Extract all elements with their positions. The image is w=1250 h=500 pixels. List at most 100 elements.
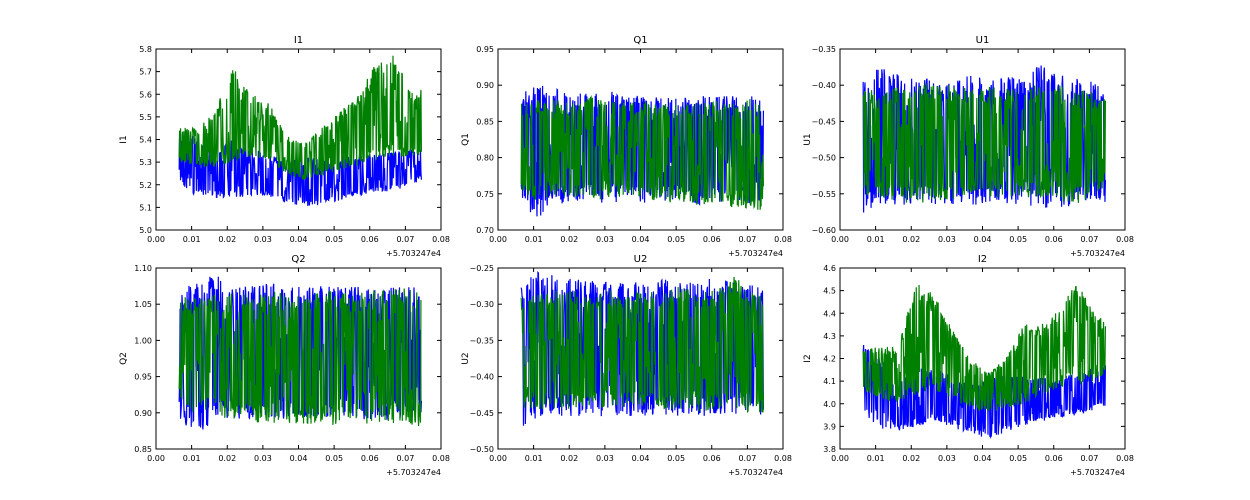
- x-offset-text: +5.703247e4: [1070, 468, 1125, 477]
- y-tick-label: −0.25: [469, 264, 494, 273]
- x-tick-label: 0.04: [290, 235, 308, 244]
- x-tick-label: 0.03: [938, 454, 956, 463]
- y-tick-label: 4.1: [823, 377, 836, 386]
- series-line-2: [862, 83, 1107, 203]
- y-tick-label: 3.8: [823, 445, 836, 454]
- y-tick-label: −0.45: [811, 117, 836, 126]
- x-tick-label: 0.05: [1009, 454, 1027, 463]
- x-offset-text: +5.703247e4: [386, 249, 441, 258]
- x-tick-label: 0.00: [147, 454, 165, 463]
- x-tick-label: 0.08: [432, 235, 450, 244]
- series-line-2: [862, 284, 1107, 411]
- x-tick-label: 0.07: [396, 235, 414, 244]
- y-axis-label: U2: [461, 352, 471, 364]
- x-tick-label: 0.08: [774, 454, 792, 463]
- x-tick-label: 0.05: [1009, 235, 1027, 244]
- x-offset-text: +5.703247e4: [728, 249, 783, 258]
- y-tick-label: 4.2: [823, 355, 836, 364]
- y-tick-label: 0.85: [476, 117, 494, 126]
- x-tick-label: 0.02: [902, 235, 920, 244]
- y-tick-label: 4.3: [823, 332, 836, 341]
- x-tick-label: 0.06: [1045, 454, 1063, 463]
- x-tick-label: 0.01: [525, 454, 543, 463]
- y-tick-label: 5.4: [139, 136, 152, 145]
- x-tick-label: 0.01: [183, 235, 201, 244]
- subplot-title: I1: [294, 35, 303, 46]
- x-tick-label: 0.03: [938, 235, 956, 244]
- x-tick-label: 0.02: [560, 454, 578, 463]
- series-line-1: [178, 130, 423, 206]
- y-tick-label: −0.35: [469, 336, 494, 345]
- subplot-q1: 0.00 0.01 0.02 0.03 0.04 0.05 0.06 0.07 0.08 0.70…: [461, 35, 792, 258]
- y-tick-label: 4.6: [823, 264, 836, 273]
- x-tick-label: 0.00: [147, 235, 165, 244]
- y-axis-label: U1: [803, 133, 813, 145]
- x-tick-label: 0.06: [703, 454, 721, 463]
- x-tick-label: 0.07: [1080, 235, 1098, 244]
- x-tick-label: 0.03: [254, 454, 272, 463]
- y-axis-label: Q1: [461, 133, 471, 146]
- series-line-2: [520, 276, 765, 414]
- x-tick-label: 0.00: [489, 235, 507, 244]
- x-tick-label: 0.01: [183, 454, 201, 463]
- y-tick-label: −0.60: [811, 226, 836, 235]
- x-tick-label: 0.04: [974, 454, 992, 463]
- subplot-q2: 0.00 0.01 0.02 0.03 0.04 0.05 0.06 0.07 0.08 0.85…: [119, 254, 450, 477]
- y-tick-label: −0.35: [811, 45, 836, 54]
- x-tick-label: 0.03: [254, 235, 272, 244]
- x-offset-text: +5.703247e4: [728, 468, 783, 477]
- x-tick-label: 0.01: [867, 235, 885, 244]
- x-tick-label: 0.04: [632, 235, 650, 244]
- x-tick-label: 0.05: [667, 454, 685, 463]
- subplot-title: U1: [976, 35, 990, 46]
- x-tick-label: 0.02: [218, 454, 236, 463]
- series-line-1: [862, 344, 1107, 440]
- y-tick-label: 1.10: [134, 264, 152, 273]
- y-tick-label: 4.5: [823, 287, 836, 296]
- series-line-2: [178, 288, 422, 426]
- y-tick-label: −0.50: [811, 154, 836, 163]
- y-tick-label: 0.75: [476, 190, 494, 199]
- x-tick-label: 0.05: [325, 454, 343, 463]
- x-tick-label: 0.06: [361, 454, 379, 463]
- x-tick-label: 0.08: [432, 454, 450, 463]
- x-tick-label: 0.01: [867, 454, 885, 463]
- y-tick-label: 4.0: [823, 400, 836, 409]
- x-tick-label: 0.00: [831, 454, 849, 463]
- y-tick-label: 0.95: [134, 373, 152, 382]
- x-tick-label: 0.06: [1045, 235, 1063, 244]
- x-tick-label: 0.07: [396, 454, 414, 463]
- y-tick-label: 5.1: [139, 203, 152, 212]
- y-tick-label: 5.7: [139, 68, 152, 77]
- y-tick-label: 5.5: [139, 113, 152, 122]
- y-axis-label: I1: [119, 135, 129, 143]
- x-tick-label: 0.05: [667, 235, 685, 244]
- x-tick-label: 0.07: [1080, 454, 1098, 463]
- y-tick-label: 5.0: [139, 226, 152, 235]
- y-tick-label: −0.40: [811, 81, 836, 90]
- x-tick-label: 0.07: [738, 454, 756, 463]
- x-tick-label: 0.04: [290, 454, 308, 463]
- x-tick-label: 0.05: [325, 235, 343, 244]
- y-tick-label: 5.8: [139, 45, 152, 54]
- y-tick-label: 0.85: [134, 445, 152, 454]
- x-tick-label: 0.08: [1116, 235, 1134, 244]
- y-tick-label: 0.70: [476, 226, 494, 235]
- y-tick-label: −0.30: [469, 300, 494, 309]
- x-tick-label: 0.03: [596, 454, 614, 463]
- x-tick-label: 0.02: [560, 235, 578, 244]
- subplot-title: U2: [634, 254, 648, 265]
- subplot-i2: 0.00 0.01 0.02 0.03 0.04 0.05 0.06 0.07 0.08 3.8 3…: [803, 254, 1134, 477]
- y-tick-label: 0.90: [476, 81, 494, 90]
- x-tick-label: 0.08: [774, 235, 792, 244]
- y-tick-label: 5.2: [139, 181, 152, 190]
- x-tick-label: 0.03: [596, 235, 614, 244]
- y-tick-label: 0.90: [134, 409, 152, 418]
- x-tick-label: 0.07: [738, 235, 756, 244]
- y-tick-label: 5.3: [139, 158, 152, 167]
- subplot-i1: 0.00 0.01 0.02 0.03 0.04 0.05 0.06 0.07 0.08 5.0 5…: [119, 35, 450, 258]
- x-offset-text: +5.703247e4: [386, 468, 441, 477]
- y-axis-label: Q2: [119, 352, 129, 365]
- x-tick-label: 0.04: [632, 454, 650, 463]
